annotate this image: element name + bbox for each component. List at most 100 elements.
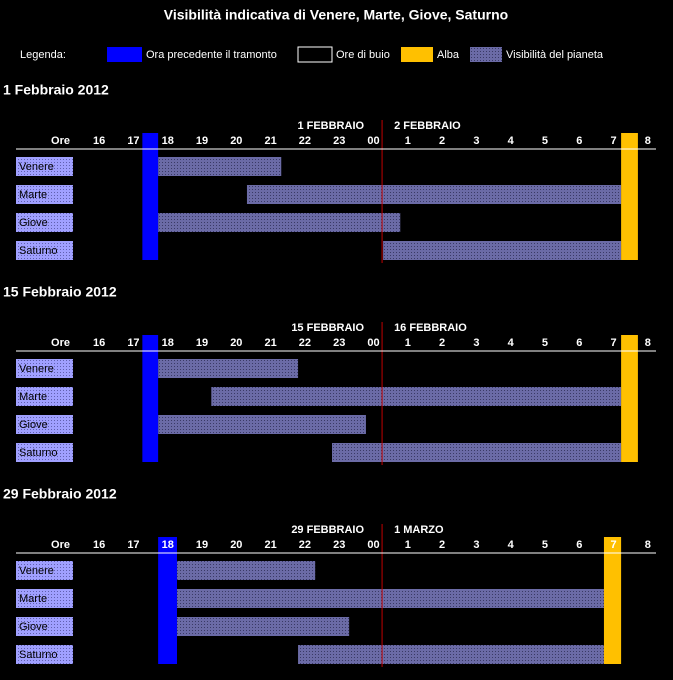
legend-label: Legenda:: [20, 49, 66, 61]
planet-label: Saturno: [19, 649, 58, 661]
planet-label: Marte: [19, 189, 47, 201]
x-tick-label: 23: [333, 539, 345, 551]
date-label: 1 MARZO: [394, 524, 444, 536]
sunset-bar: [142, 335, 159, 462]
x-tick-label: 8: [645, 337, 651, 349]
page-title: Visibilità indicativa di Venere, Marte, …: [164, 7, 508, 23]
visibility-bar: [383, 241, 622, 260]
axis-label: Ore: [51, 539, 70, 551]
x-tick-label: 23: [333, 337, 345, 349]
date-label: 1 FEBBRAIO: [297, 120, 364, 132]
legend-swatch: [470, 47, 502, 62]
planet-label-box: [16, 359, 73, 378]
planet-label: Marte: [19, 391, 47, 403]
panel-title: 1 Febbraio 2012: [3, 82, 109, 98]
x-tick-label: 6: [576, 135, 582, 147]
x-tick-label: 16: [93, 135, 105, 147]
visibility-bar: [246, 185, 622, 204]
x-tick-label: 23: [333, 135, 345, 147]
x-tick-label: 22: [299, 539, 311, 551]
sunrise-bar: [603, 537, 622, 664]
planet-label-box: [16, 213, 73, 232]
x-tick-label: 19: [196, 135, 208, 147]
x-tick-label: 1: [405, 135, 411, 147]
planet-label: Giove: [19, 419, 48, 431]
x-tick-label: 17: [127, 337, 139, 349]
planet-label-box: [16, 157, 73, 176]
x-tick-label: 20: [230, 337, 242, 349]
x-tick-label: 18: [162, 539, 174, 551]
planet-label: Venere: [19, 363, 54, 375]
panel-title: 15 Febbraio 2012: [3, 284, 117, 300]
legend-entry: Alba: [437, 49, 460, 61]
visibility-bar: [298, 645, 604, 664]
x-tick-label: 1: [405, 337, 411, 349]
legend-entry: Ore di buio: [336, 49, 390, 61]
x-tick-label: 5: [542, 539, 548, 551]
date-label: 15 FEBBRAIO: [291, 322, 364, 334]
x-tick-label: 7: [610, 539, 616, 551]
x-tick-label: 22: [299, 135, 311, 147]
date-label: 2 FEBBRAIO: [394, 120, 461, 132]
x-tick-label: 00: [367, 135, 379, 147]
visibility-bar: [176, 561, 316, 580]
visibility-bar: [211, 387, 622, 406]
x-tick-label: 16: [93, 539, 105, 551]
planet-label: Giove: [19, 621, 48, 633]
x-tick-label: 6: [576, 539, 582, 551]
sunrise-bar: [621, 335, 638, 462]
panel-title: 29 Febbraio 2012: [3, 486, 117, 502]
planet-label-box: [16, 617, 73, 636]
x-tick-label: 18: [162, 135, 174, 147]
x-tick-label: 00: [367, 539, 379, 551]
planet-label-box: [16, 645, 73, 664]
x-tick-label: 7: [610, 337, 616, 349]
x-tick-label: 4: [508, 539, 515, 551]
planet-label: Marte: [19, 593, 47, 605]
legend-entry: Visibilità del pianeta: [506, 49, 604, 61]
x-tick-label: 2: [439, 135, 445, 147]
x-tick-label: 5: [542, 135, 548, 147]
x-tick-label: 19: [196, 539, 208, 551]
planet-label-box: [16, 589, 73, 608]
date-label: 16 FEBBRAIO: [394, 322, 467, 334]
sunset-bar: [142, 133, 159, 260]
planet-label-box: [16, 241, 73, 260]
visibility-bar: [158, 359, 299, 378]
planet-label-box: [16, 443, 73, 462]
x-tick-label: 4: [508, 135, 515, 147]
x-tick-label: 1: [405, 539, 411, 551]
planet-label: Saturno: [19, 447, 58, 459]
legend-swatch: [297, 46, 333, 63]
legend-entry: Ora precedente il tramonto: [146, 49, 277, 61]
x-tick-label: 00: [367, 337, 379, 349]
planet-label: Venere: [19, 565, 54, 577]
axis-label: Ore: [51, 337, 70, 349]
x-tick-label: 16: [93, 337, 105, 349]
x-tick-label: 22: [299, 337, 311, 349]
x-tick-label: 7: [610, 135, 616, 147]
x-tick-label: 19: [196, 337, 208, 349]
x-tick-label: 2: [439, 539, 445, 551]
x-tick-label: 21: [264, 539, 276, 551]
x-tick-label: 17: [127, 539, 139, 551]
x-tick-label: 5: [542, 337, 548, 349]
x-tick-label: 3: [473, 539, 479, 551]
x-tick-label: 3: [473, 135, 479, 147]
x-tick-label: 6: [576, 337, 582, 349]
date-label: 29 FEBBRAIO: [291, 524, 364, 536]
x-tick-label: 20: [230, 539, 242, 551]
x-tick-label: 4: [508, 337, 515, 349]
x-tick-label: 21: [264, 135, 276, 147]
legend-swatch: [107, 47, 142, 62]
x-tick-label: 8: [645, 539, 651, 551]
planet-label-box: [16, 415, 73, 434]
x-tick-label: 3: [473, 337, 479, 349]
x-tick-label: 18: [162, 337, 174, 349]
legend-swatch: [401, 47, 433, 62]
planet-label-box: [16, 185, 73, 204]
visibility-bar: [158, 213, 401, 232]
x-tick-label: 2: [439, 337, 445, 349]
